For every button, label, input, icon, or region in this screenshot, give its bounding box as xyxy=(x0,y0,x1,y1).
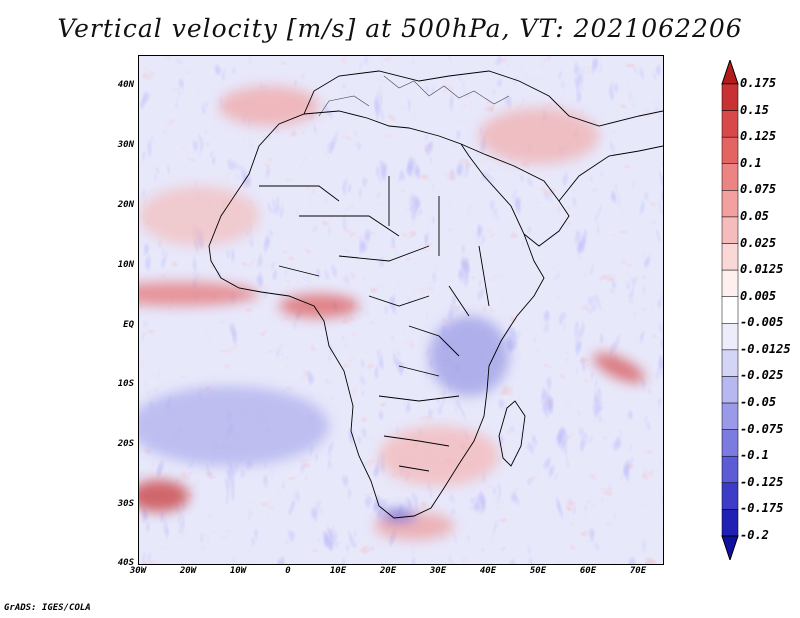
lat-label: 20S xyxy=(117,439,134,449)
lat-label: 40N xyxy=(117,80,134,90)
colorbar-segment xyxy=(721,163,739,191)
vertical-velocity-field xyxy=(139,56,663,564)
colorbar-level-label: -0.005 xyxy=(740,315,784,330)
lon-label: 60E xyxy=(579,566,597,576)
colorbar-segment xyxy=(721,296,739,324)
colorbar-segment xyxy=(721,269,739,297)
chart-title: Vertical velocity [m/s] at 500hPa, VT: 2… xyxy=(57,14,743,43)
colorbar-segment xyxy=(721,429,739,457)
colorbar-level-label: 0.075 xyxy=(740,182,777,197)
lon-label: 30W xyxy=(129,566,147,576)
colorbar-max-arrow xyxy=(721,60,739,85)
colorbar-level-label: -0.025 xyxy=(740,368,784,383)
colorbar-min-arrow xyxy=(721,535,739,560)
lat-label: EQ xyxy=(123,320,134,330)
colorbar-level-label: -0.2 xyxy=(740,528,769,542)
lon-label: 50E xyxy=(529,566,547,576)
colorbar-level-label: 0.025 xyxy=(740,235,777,250)
colorbar-level-label: -0.1 xyxy=(740,448,769,463)
lat-label: 30S xyxy=(117,499,134,509)
lat-label: 10N xyxy=(117,260,134,270)
lon-label: 70E xyxy=(629,566,647,576)
lat-label: 40S xyxy=(117,558,134,568)
colorbar-segment xyxy=(721,323,739,351)
colorbar xyxy=(721,60,739,560)
colorbar-level-label: 0.15 xyxy=(740,102,769,117)
colorbar-level-label: 0.0125 xyxy=(740,262,784,277)
colorbar-segment xyxy=(721,136,739,165)
colorbar-segment xyxy=(721,216,739,244)
lat-label: 30N xyxy=(117,140,134,150)
grads-credit: GrADS: IGES/COLA xyxy=(4,603,91,613)
colorbar-level-label: -0.125 xyxy=(740,474,784,489)
colorbar-level-label: -0.075 xyxy=(740,421,784,436)
colorbar-segment xyxy=(721,509,739,537)
colorbar-segment xyxy=(721,83,739,111)
lon-label: 20W xyxy=(179,566,197,576)
colorbar-segment xyxy=(721,110,739,138)
lon-label: 0 xyxy=(285,566,291,576)
lon-label: 10E xyxy=(329,566,347,576)
lon-label: 30E xyxy=(429,566,447,576)
colorbar-segment xyxy=(721,376,739,404)
lat-label: 20N xyxy=(117,200,134,210)
colorbar-level-label: -0.175 xyxy=(740,501,784,516)
colorbar-segment xyxy=(721,190,739,218)
colorbar-level-label: 0.05 xyxy=(740,208,769,223)
colorbar-segment xyxy=(721,455,739,484)
colorbar-segment xyxy=(721,349,739,377)
lon-label: 20E xyxy=(379,566,397,576)
colorbar-level-label: 0.005 xyxy=(740,288,777,303)
colorbar-segment xyxy=(721,482,739,510)
colorbar-level-label: -0.0125 xyxy=(740,341,791,356)
map-panel xyxy=(138,55,664,565)
colorbar-level-label: 0.1 xyxy=(740,155,762,170)
colorbar-level-label: -0.05 xyxy=(740,395,777,410)
colorbar-level-label: 0.175 xyxy=(740,76,777,90)
lon-label: 40E xyxy=(479,566,497,576)
lon-label: 10W xyxy=(229,566,247,576)
lat-label: 10S xyxy=(117,379,134,389)
colorbar-segment xyxy=(721,402,739,430)
colorbar-segment xyxy=(721,243,739,271)
coastlines xyxy=(208,70,663,519)
colorbar-level-label: 0.125 xyxy=(740,129,777,144)
